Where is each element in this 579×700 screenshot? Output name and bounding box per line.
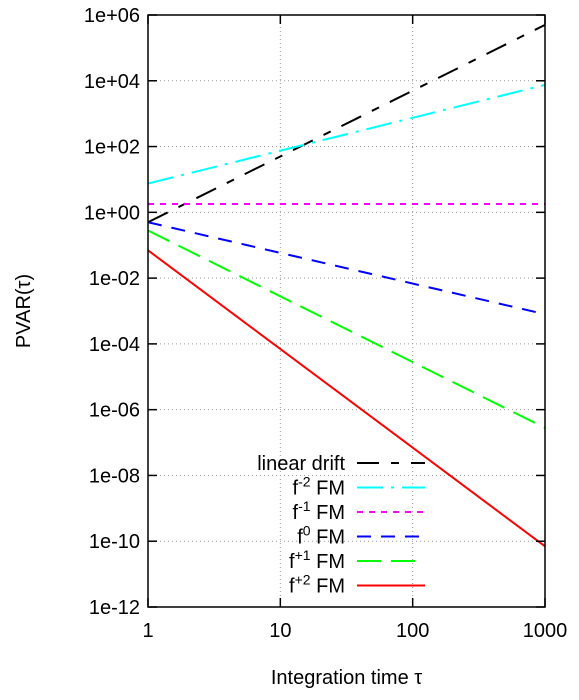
x-tick-label: 10 [269,620,291,642]
y-axis-ticks: 1e+06 1e+04 1e+02 1e+00 1e-02 1e-04 1e-06 1e-08… [84,5,545,619]
x-tick-label: 1 [142,620,153,642]
y-tick-label: 1e+04 [84,71,140,93]
y-tick-label: 1e+06 [84,5,140,27]
y-tick-label: 1e+02 [84,137,140,159]
series-lines [147,24,546,548]
y-tick-label: 1e-06 [89,400,140,422]
series-line [147,229,546,429]
legend-label: linear drift [257,453,345,475]
series-line [147,83,546,185]
x-tick-label: 1000 [523,620,568,642]
y-tick-label: 1e-04 [89,334,140,356]
legend-label: f-1 FM [293,498,345,524]
grid [148,15,545,607]
y-axis-title: PVAR(τ) [13,274,35,348]
y-tick-label: 1e-08 [89,465,140,487]
y-tick-label: 1e+00 [84,202,140,224]
x-axis-title: Integration time τ [271,667,422,689]
legend-label: f+2 FM [289,572,345,598]
legend-label: f-2 FM [293,474,345,500]
series-line [147,221,546,316]
y-tick-label: 1e-02 [89,268,140,290]
legend-label: f0 FM [297,523,345,549]
series-line [147,24,546,224]
x-axis-ticks: 1 10 100 1000 [142,15,567,642]
y-tick-label: 1e-10 [89,531,140,553]
y-tick-label: 1e-12 [89,597,140,619]
plot-frame [147,14,546,608]
legend-label: f+1 FM [289,547,345,573]
series-line [147,249,546,548]
x-tick-label: 100 [396,620,429,642]
